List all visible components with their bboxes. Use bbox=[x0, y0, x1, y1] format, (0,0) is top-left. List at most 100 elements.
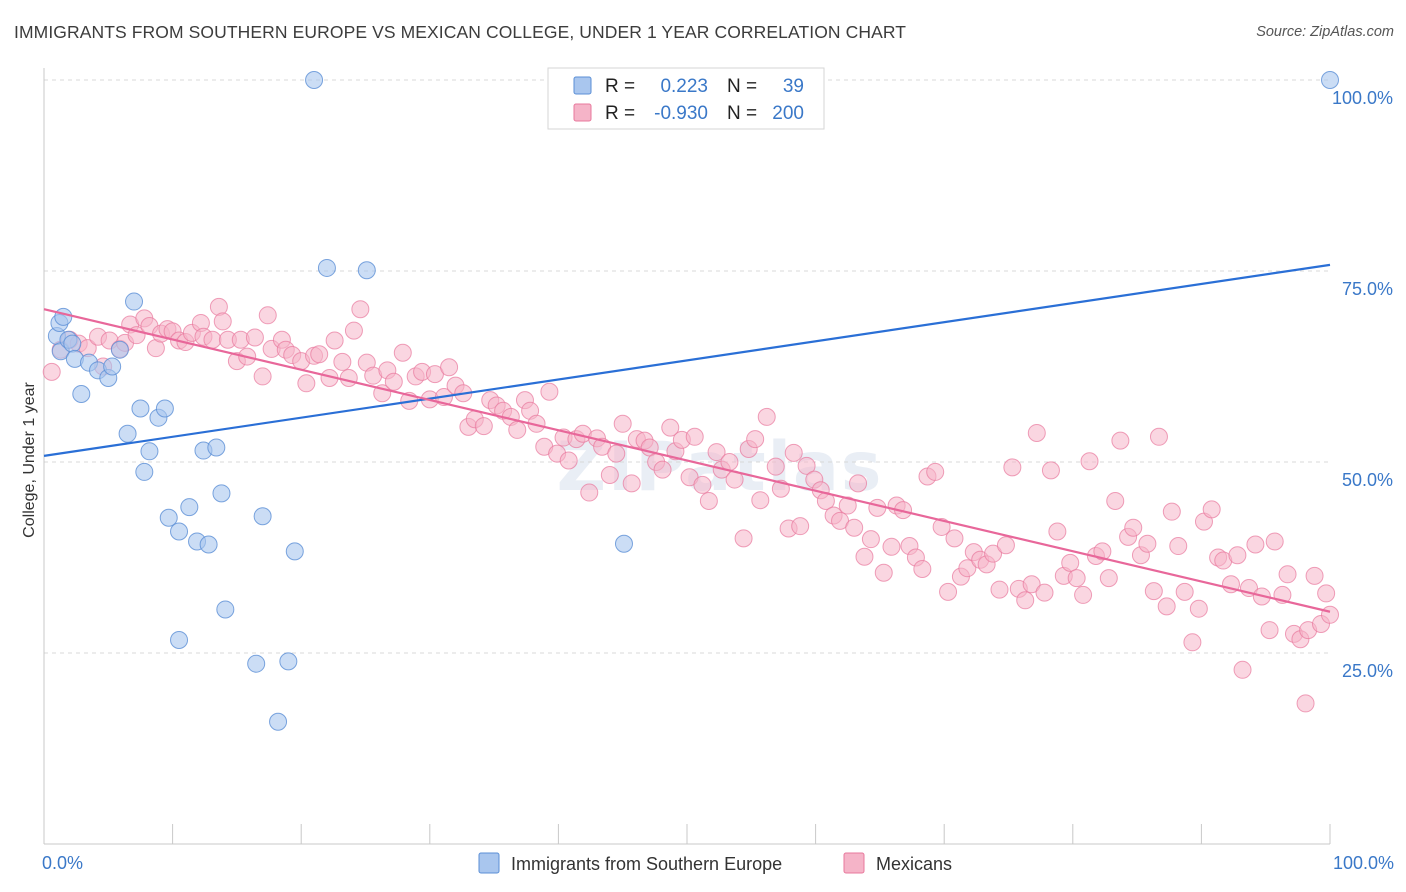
immigrants-point bbox=[1321, 71, 1339, 89]
mexicans-point bbox=[932, 517, 951, 536]
mexicans-point bbox=[1067, 569, 1086, 588]
mexicans-point bbox=[622, 474, 641, 493]
trend-lines bbox=[43, 263, 1331, 613]
mexicans-point bbox=[1175, 582, 1194, 601]
stats-r-label-blue: R = bbox=[605, 76, 635, 97]
series-legend: Immigrants from Southern Europe Mexicans bbox=[478, 852, 952, 874]
immigrants-point bbox=[170, 631, 189, 650]
immigrants-point bbox=[159, 508, 178, 527]
immigrants-point bbox=[253, 507, 272, 526]
immigrants-point bbox=[285, 542, 304, 561]
mexicans-point bbox=[1149, 427, 1168, 446]
mexicans-point bbox=[1093, 542, 1112, 561]
x-tick-label: 100.0% bbox=[1333, 853, 1394, 873]
mexicans-trend-line bbox=[43, 308, 1331, 613]
mexicans-point bbox=[661, 418, 680, 437]
mexicans-point bbox=[607, 444, 626, 463]
source-label: Source: ZipAtlas.com bbox=[1256, 24, 1394, 40]
mexicans-point bbox=[1278, 565, 1297, 584]
mexicans-point bbox=[1305, 566, 1324, 585]
legend-label-immigrants: Immigrants from Southern Europe bbox=[511, 854, 782, 874]
stats-n-label-blue: N = bbox=[727, 76, 757, 97]
stats-r-label-pink: R = bbox=[605, 103, 635, 124]
immigrants-trend-line bbox=[43, 263, 1331, 457]
stats-n-label-pink: N = bbox=[727, 103, 757, 124]
x-tick-label: 0.0% bbox=[42, 853, 83, 873]
mexicans-point bbox=[784, 443, 803, 462]
mexicans-point bbox=[325, 331, 344, 350]
mexicans-point bbox=[1016, 591, 1035, 610]
mexicans-point bbox=[1138, 534, 1157, 553]
mexicans-point bbox=[838, 496, 857, 515]
mexicans-point bbox=[699, 491, 718, 510]
mexicans-point bbox=[751, 491, 770, 510]
immigrants-point bbox=[125, 292, 144, 311]
mexicans-point bbox=[1099, 569, 1118, 588]
mexicans-point bbox=[757, 407, 776, 426]
mexicans-point bbox=[874, 563, 893, 582]
stats-swatch-blue bbox=[573, 76, 592, 95]
mexicans-point bbox=[996, 536, 1015, 555]
mexicans-point bbox=[913, 559, 932, 578]
mexicans-point bbox=[855, 547, 874, 566]
legend-swatch-mexicans bbox=[843, 852, 865, 874]
immigrants-point bbox=[614, 534, 633, 553]
mexicans-point bbox=[766, 457, 785, 476]
mexicans-point bbox=[845, 518, 864, 537]
mexicans-point bbox=[693, 475, 712, 494]
mexicans-point bbox=[1189, 599, 1208, 618]
y-tick-label: 75.0% bbox=[1342, 279, 1393, 299]
immigrants-point bbox=[357, 261, 376, 280]
mexicans-point bbox=[203, 330, 222, 349]
immigrants-point bbox=[216, 600, 235, 619]
chart-title: IMMIGRANTS FROM SOUTHERN EUROPE VS MEXIC… bbox=[14, 22, 907, 42]
mexicans-point bbox=[734, 529, 753, 548]
mexicans-point bbox=[685, 427, 704, 446]
mexicans-point bbox=[580, 483, 599, 502]
y-tick-label: 100.0% bbox=[1332, 88, 1393, 108]
mexicans-point bbox=[1157, 597, 1176, 616]
mexicans-point bbox=[1144, 582, 1163, 601]
mexicans-point bbox=[1124, 518, 1143, 537]
mexicans-point bbox=[958, 559, 977, 578]
legend-swatch-immigrants bbox=[478, 852, 500, 874]
mexicans-point bbox=[1022, 575, 1041, 594]
immigrants-point bbox=[110, 340, 129, 359]
immigrants-point bbox=[155, 399, 174, 418]
mexicans-point bbox=[1260, 621, 1279, 640]
legend-label-mexicans: Mexicans bbox=[876, 854, 952, 874]
mexicans-point bbox=[613, 414, 632, 433]
mexicans-point bbox=[339, 368, 358, 387]
axes bbox=[43, 68, 1331, 845]
stats-n-value-pink: 200 bbox=[772, 103, 804, 124]
mexicans-point bbox=[297, 374, 316, 393]
mexicans-point bbox=[1080, 452, 1099, 471]
mexicans-point bbox=[797, 456, 816, 475]
mexicans-point bbox=[1027, 423, 1046, 442]
mexicans-point bbox=[746, 430, 765, 449]
mexicans-point bbox=[42, 362, 61, 381]
mexicans-point bbox=[707, 443, 726, 462]
immigrants-point bbox=[247, 654, 266, 673]
stats-n-value-blue: 39 bbox=[783, 76, 804, 97]
immigrants-point bbox=[72, 385, 91, 404]
immigrants-point bbox=[135, 462, 154, 481]
mexicans-point bbox=[1233, 660, 1252, 679]
immigrants-point bbox=[118, 424, 137, 443]
immigrants-point bbox=[279, 652, 298, 671]
mexicans-point bbox=[984, 544, 1003, 563]
y-axis-label: College, Under 1 year bbox=[21, 382, 38, 538]
mexicans-point bbox=[310, 345, 329, 364]
mexicans-point bbox=[474, 417, 493, 436]
mexicans-point bbox=[1106, 491, 1125, 510]
immigrants-point bbox=[199, 535, 218, 554]
mexicans-point bbox=[1074, 585, 1093, 604]
immigrants-point bbox=[305, 71, 324, 89]
mexicans-points bbox=[42, 297, 1339, 713]
immigrants-point bbox=[140, 442, 159, 461]
mexicans-point bbox=[1061, 553, 1080, 572]
mexicans-point bbox=[351, 300, 370, 319]
y-tick-label: 25.0% bbox=[1342, 661, 1393, 681]
immigrants-point bbox=[212, 484, 231, 503]
mexicans-point bbox=[508, 420, 527, 439]
